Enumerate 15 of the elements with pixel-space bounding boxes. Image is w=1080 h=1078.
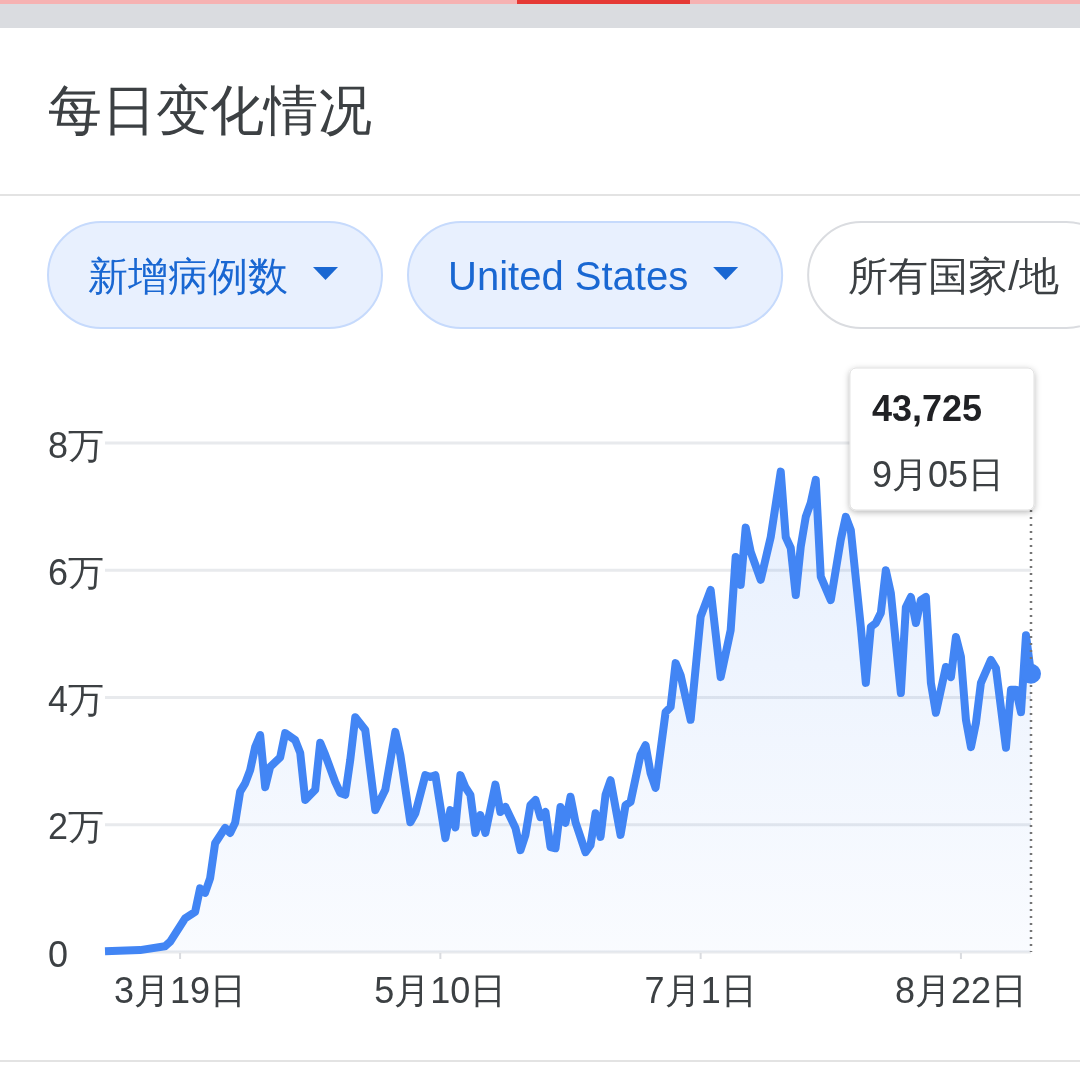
- y-tick-label: 4万: [48, 679, 105, 720]
- y-tick-label: 6万: [48, 551, 105, 593]
- button-label: 所有国家/地: [848, 254, 1060, 298]
- y-tick-label: 8万: [48, 424, 105, 466]
- title: 每日变化情况: [48, 80, 372, 140]
- button-label: United States: [448, 254, 689, 298]
- x-tick-label: 8月22日: [894, 969, 1027, 1011]
- x-tick-label: 5月10日: [374, 969, 507, 1011]
- y-tick-label: 2万: [48, 806, 105, 848]
- x-tick-label: 3月19日: [114, 969, 247, 1011]
- y-tick-label: 0: [48, 933, 69, 975]
- tooltip-text: 9月05日: [871, 453, 1004, 495]
- button-label: 新增病例数: [88, 254, 288, 298]
- x-tick-label: 7月1日: [644, 969, 757, 1011]
- tooltip-text: 43,725: [871, 387, 983, 429]
